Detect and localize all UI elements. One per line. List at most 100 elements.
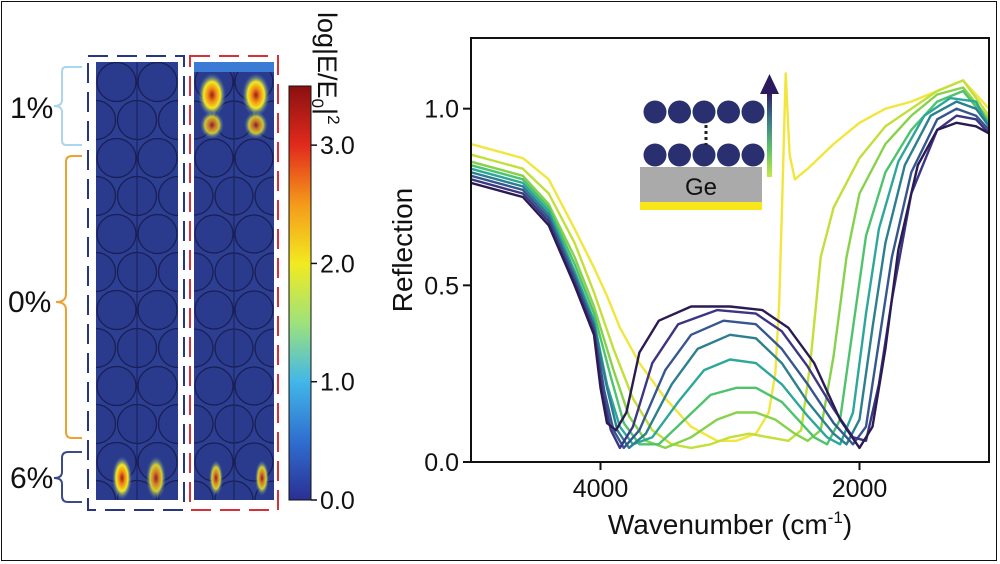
inset-sphere bbox=[668, 100, 691, 124]
inset-arrow-head bbox=[760, 74, 779, 94]
sphere bbox=[96, 365, 137, 407]
colorbar: 0.0 1.0 2.0 3.0 log|E/E0|2 bbox=[288, 12, 355, 515]
field-hotspots-bottom-right bbox=[209, 460, 269, 496]
sphere bbox=[194, 366, 234, 406]
dashed-frame-left bbox=[87, 55, 185, 511]
sphere bbox=[234, 214, 274, 254]
series-line-9 bbox=[471, 121, 989, 450]
sphere bbox=[194, 138, 234, 178]
x-tick-label: 2000 bbox=[832, 475, 888, 503]
inset-sphere bbox=[692, 143, 716, 167]
inset-ge-substrate bbox=[640, 167, 762, 202]
sphere bbox=[194, 480, 214, 500]
sphere bbox=[234, 366, 274, 406]
sphere bbox=[56, 367, 95, 406]
y-axis-label: Reflection bbox=[387, 188, 418, 313]
x-axis-ticks: 4000 2000 bbox=[573, 462, 888, 503]
sphere bbox=[234, 138, 274, 178]
field-maps bbox=[56, 55, 279, 511]
region-label-bottom: 6% bbox=[10, 462, 53, 495]
sphere bbox=[194, 176, 214, 216]
sphere bbox=[96, 213, 137, 255]
series-line-4 bbox=[471, 89, 989, 446]
inset-sphere bbox=[643, 143, 667, 167]
sphere-array-left bbox=[56, 62, 178, 500]
plot-axes-box bbox=[470, 37, 990, 463]
sphere bbox=[194, 404, 214, 444]
sphere bbox=[137, 365, 178, 407]
sphere bbox=[96, 251, 117, 293]
sphere bbox=[254, 176, 274, 216]
sphere bbox=[194, 290, 234, 330]
y-tick-label: 0.0 bbox=[424, 449, 459, 477]
sphere bbox=[157, 251, 178, 293]
sphere bbox=[157, 327, 178, 369]
sphere bbox=[254, 328, 274, 368]
region-label-middle: 0% bbox=[8, 286, 51, 319]
colorbar-tick-label: 0.0 bbox=[320, 487, 355, 515]
sphere bbox=[96, 289, 137, 331]
colorbar-tick-label: 2.0 bbox=[320, 250, 355, 278]
sphere bbox=[194, 328, 214, 368]
colorbar-tick-label: 3.0 bbox=[320, 132, 355, 160]
inset-sphere bbox=[717, 143, 740, 167]
series-line-6 bbox=[471, 100, 989, 450]
colorbar-tick-label: 1.0 bbox=[320, 369, 355, 397]
sphere bbox=[96, 479, 117, 500]
sphere bbox=[157, 479, 178, 500]
series-line-1 bbox=[471, 72, 989, 442]
sphere bbox=[137, 213, 178, 255]
inset-sphere bbox=[668, 143, 691, 167]
colorbar-gradient bbox=[288, 85, 312, 501]
sphere bbox=[96, 137, 137, 179]
series-line-3 bbox=[471, 86, 989, 450]
inset-sphere bbox=[643, 100, 667, 124]
sphere bbox=[137, 62, 178, 103]
colorbar-ticks: 0.0 1.0 2.0 3.0 bbox=[311, 132, 355, 515]
y-axis-ticks: 0.0 0.5 1.0 bbox=[424, 96, 471, 477]
dashed-frame-right bbox=[189, 55, 279, 511]
sphere bbox=[194, 214, 234, 254]
sphere bbox=[234, 290, 274, 330]
inset-sphere-layers bbox=[643, 100, 765, 167]
series-line-7 bbox=[471, 107, 989, 450]
inset-gold-layer bbox=[640, 202, 762, 210]
sphere bbox=[194, 252, 214, 292]
colorbar-label: log|E/E0|2 bbox=[308, 12, 343, 125]
sphere-array-right bbox=[194, 62, 274, 500]
reflection-plot: 4000 2000 0.0 0.5 1.0 Wavenumber (cm-1) Ref… bbox=[387, 37, 990, 540]
inset-sphere bbox=[717, 100, 740, 124]
field-hotspots-bottom-left bbox=[112, 456, 166, 500]
series-line-2 bbox=[471, 79, 989, 450]
sphere bbox=[137, 289, 178, 331]
sphere bbox=[56, 291, 95, 330]
inset-ge-label: Ge bbox=[685, 174, 717, 201]
sphere bbox=[254, 404, 274, 444]
x-tick-label: 4000 bbox=[573, 475, 629, 503]
brace-top bbox=[53, 66, 82, 146]
sphere bbox=[56, 215, 95, 254]
sphere bbox=[157, 403, 178, 445]
inset-sphere bbox=[741, 100, 765, 124]
sphere bbox=[96, 403, 117, 445]
sphere bbox=[157, 99, 178, 141]
series-lines bbox=[471, 72, 989, 450]
x-axis-label: Wavenumber (cm-1) bbox=[608, 508, 852, 540]
sphere bbox=[254, 252, 274, 292]
field-hotspots-top bbox=[194, 62, 274, 139]
sphere bbox=[137, 137, 178, 179]
brace-bottom bbox=[53, 451, 82, 503]
sphere bbox=[157, 175, 178, 217]
inset-sphere bbox=[692, 100, 716, 124]
sphere bbox=[96, 327, 117, 369]
sphere bbox=[96, 99, 117, 141]
region-label-top: 1% bbox=[10, 92, 53, 125]
y-tick-label: 0.5 bbox=[424, 272, 459, 300]
brace-middle bbox=[55, 155, 82, 439]
inset-schematic: Ge bbox=[640, 74, 779, 210]
region-braces: 1% 0% 6% bbox=[8, 66, 82, 503]
y-tick-label: 1.0 bbox=[424, 96, 459, 124]
sphere bbox=[96, 175, 117, 217]
inset-sphere bbox=[741, 143, 765, 167]
